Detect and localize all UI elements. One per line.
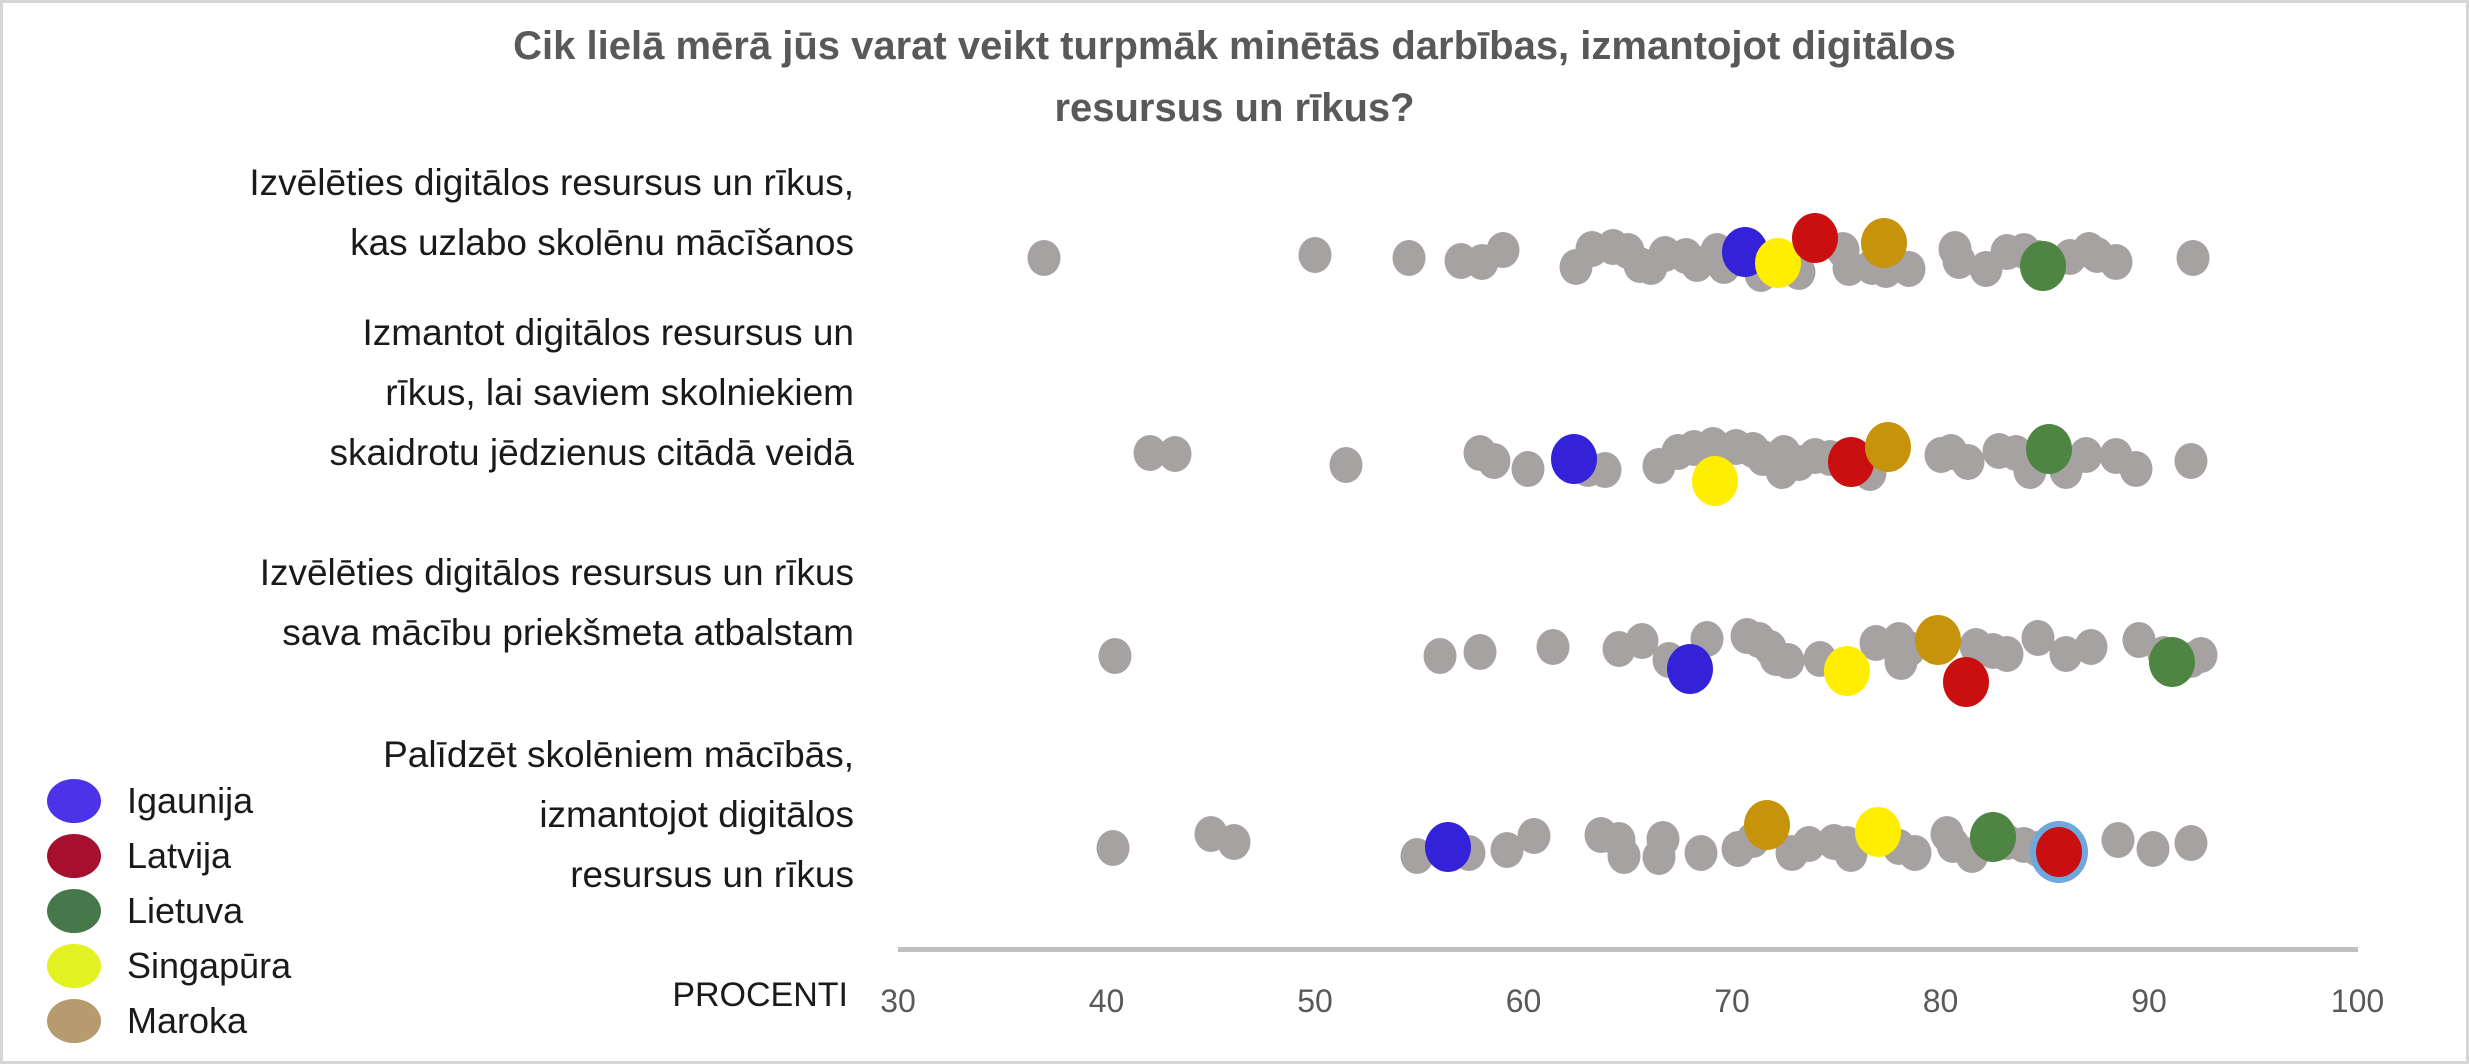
data-point-other-country [2174,825,2208,861]
legend-swatch-icon [47,833,101,878]
data-point-other-country [1536,629,1570,665]
data-point-singapura [1692,456,1739,506]
data-point-igaunija [1425,822,1472,872]
x-tick-30: 30 [880,983,916,1019]
chart-title-line-1: Cik lielā mērā jūs varat veikt turpmāk m… [513,24,1956,68]
legend-label: Igaunija [127,779,254,821]
data-point-other-country [1463,634,1497,670]
data-point-other-country [2074,629,2108,665]
data-point-other-country [1486,232,1520,268]
category-label-2: Izmantot digitālos resursus un rīkus, lai… [3,303,855,483]
x-tick-50: 50 [1297,983,1333,1019]
data-point-other-country [1217,824,1251,860]
data-point-maroka [1865,422,1912,472]
data-point-other-country [1329,447,1363,483]
legend: Igaunija Latvija Lietuva Singapūra Maroka [47,773,291,1048]
legend-item-latvija: Latvija [47,828,291,883]
legend-swatch-icon [47,943,101,988]
x-tick-100: 100 [2330,983,2385,1019]
category-label-3: Izvēlēties digitālos resursus un rīkus sa… [3,543,854,663]
data-point-other-country [2136,831,2170,867]
data-point-other-country [1511,451,1545,487]
legend-swatch-icon [47,888,101,933]
data-point-other-country [2176,240,2210,276]
data-point-other-country [1898,835,1932,871]
x-axis-title: PROCENTI [672,976,848,1014]
legend-item-igaunija: Igaunija [47,773,291,828]
chart-title-line-2: resursus un rīkus? [1054,86,1415,130]
category-label-line: izmantojot digitālos [539,794,854,835]
data-point-maroka [1744,800,1791,850]
data-point-lietuva [2148,637,2195,687]
x-tick-40: 40 [1088,983,1125,1019]
category-label-line: kas uzlabo skolēnu mācīšanos [350,222,854,263]
category-label-line: Palīdzēt skolēniem mācībās, [383,734,854,775]
data-point-other-country [1517,818,1551,854]
legend-label: Singapūra [127,944,292,986]
category-label-4: Palīdzēt skolēniem mācībās, izmantojot di… [3,725,854,905]
data-point-other-country [1027,240,1061,276]
data-point-other-country [1990,636,2024,672]
x-tick-70: 70 [1714,983,1750,1019]
category-label-line: Izmantot digitālos resursus un [362,312,854,353]
legend-label: Lietuva [127,889,244,931]
x-axis-line [898,947,2358,952]
data-point-lietuva [1969,812,2016,862]
category-label-1: Izvēlēties digitālos resursus un rīkus, k… [3,153,854,273]
category-label-line: sava mācību priekšmeta atbalstam [282,612,854,653]
data-point-other-country [1392,240,1426,276]
legend-label: Maroka [127,999,248,1041]
data-point-other-country [1607,838,1641,874]
data-point-latvija [2030,821,2089,883]
data-point-other-country [2101,822,2135,858]
x-tick-80: 80 [1922,983,1959,1019]
data-point-igaunija [1550,434,1597,484]
data-point-lietuva [2019,241,2066,291]
data-point-other-country [2099,244,2133,280]
legend-swatch-icon [47,778,101,823]
legend-item-singapura: Singapūra [47,938,291,993]
legend-swatch-icon [47,998,101,1043]
data-point-other-country [1951,444,1985,480]
data-point-other-country [1298,237,1332,273]
data-point-singapura [1854,807,1901,857]
data-point-other-country [1158,436,1192,472]
data-point-maroka [1861,218,1908,268]
data-point-other-country [1684,835,1718,871]
category-label-line: resursus un rīkus [570,854,854,895]
category-label-line: skaidrotu jēdzienus citādā veidā [329,432,855,473]
data-point-maroka [1915,615,1962,665]
data-point-other-country [2119,451,2153,487]
data-point-other-country [2069,437,2103,473]
data-point-lietuva [2025,424,2072,474]
data-point-other-country [1096,830,1130,866]
data-point-singapura [1823,646,1870,696]
data-point-other-country [1423,638,1457,674]
data-point-latvija [1792,213,1839,263]
legend-item-maroka: Maroka [47,993,291,1048]
category-label-line: Izvēlēties digitālos resursus un rīkus [259,552,854,593]
data-point-other-country [2174,443,2208,479]
chart-title: Cik lielā mērā jūs varat veikt turpmāk m… [3,15,2466,139]
legend-item-lietuva: Lietuva [47,883,291,938]
data-point-other-country [1771,643,1805,679]
data-point-other-country [1477,443,1511,479]
data-point-other-country [1098,638,1132,674]
data-point-igaunija [1667,644,1714,694]
x-tick-90: 90 [2131,983,2167,1019]
data-point-latvija [1942,657,1989,707]
legend-label: Latvija [127,834,232,876]
category-label-line: Izvēlēties digitālos resursus un rīkus, [249,162,854,203]
x-tick-60: 60 [1505,983,1542,1019]
category-label-line: rīkus, lai saviem skolniekiem [385,372,854,413]
data-point-other-country [1646,821,1680,857]
